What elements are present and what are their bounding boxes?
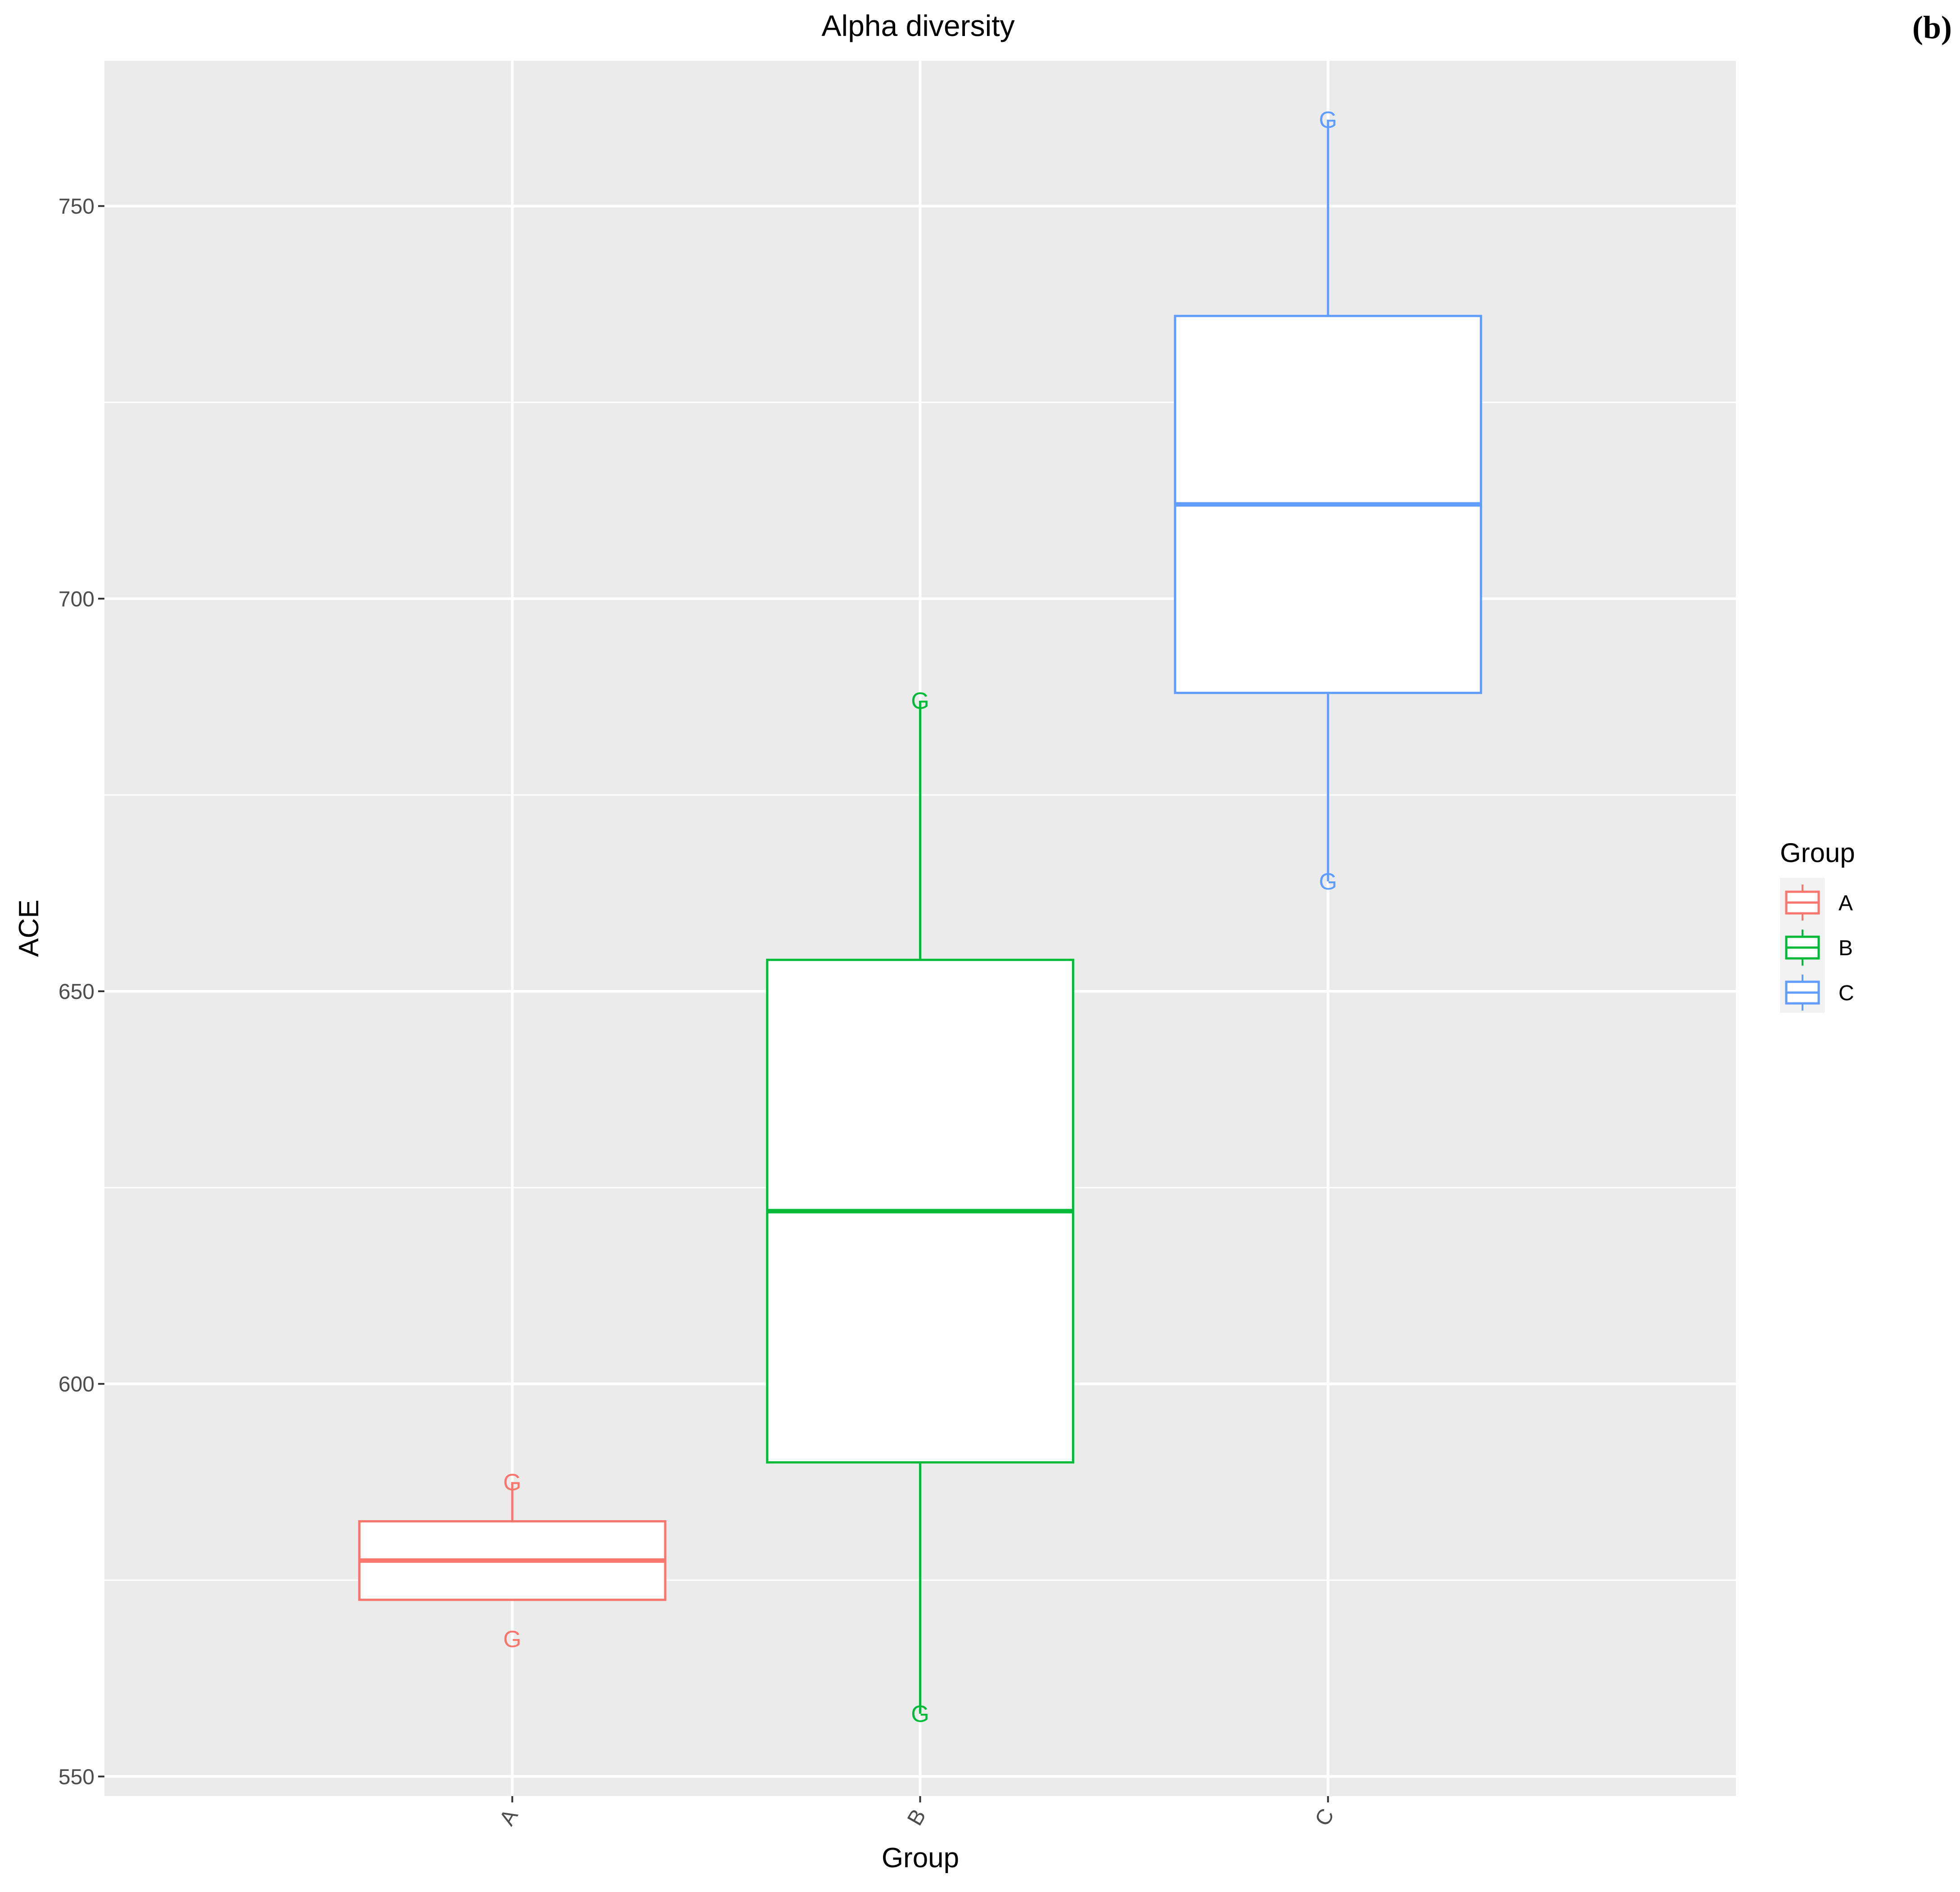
point-marker: G (911, 1701, 929, 1727)
point-marker: G (1319, 107, 1337, 133)
y-tick-label: 600 (59, 1373, 95, 1396)
legend-label: A (1838, 891, 1853, 915)
box-group-a: GG (358, 1469, 667, 1653)
legend: Group ABC (1780, 838, 1855, 1013)
box-group-c: GG (1174, 107, 1482, 895)
point-marker: G (503, 1469, 521, 1495)
legend-label: B (1838, 936, 1853, 960)
y-axis: 550 600 650 700 750 (59, 195, 104, 1789)
panel-label: (b) (1912, 9, 1952, 45)
box-group-b: GG (766, 688, 1074, 1727)
x-axis: A B C (495, 1796, 1339, 1830)
legend-title: Group (1780, 838, 1855, 868)
point-marker: G (1319, 869, 1337, 895)
y-tick-label: 700 (59, 587, 95, 611)
x-tick-label: A (495, 1805, 523, 1829)
x-tick-label: C (1311, 1805, 1339, 1830)
y-tick-label: 750 (59, 195, 95, 219)
y-tick-label: 650 (59, 980, 95, 1004)
y-axis-title: ACE (14, 899, 45, 957)
x-tick-label: B (903, 1805, 931, 1829)
x-axis-title: Group (882, 1842, 959, 1874)
chart-title: Alpha diversity (821, 9, 1014, 42)
y-tick-label: 550 (59, 1765, 95, 1789)
point-marker: G (911, 688, 929, 714)
point-marker: G (503, 1626, 521, 1653)
legend-label: C (1838, 981, 1854, 1005)
